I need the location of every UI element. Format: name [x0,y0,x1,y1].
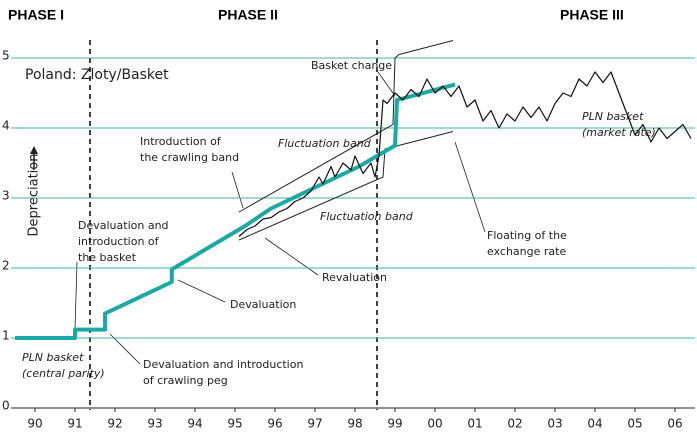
pointers [74,71,486,365]
x-tick-label: 95 [227,417,242,431]
pointer [264,237,319,276]
x-tick-label: 00 [427,417,442,431]
pointer [454,141,486,233]
y-tick-label: 4 [2,119,10,133]
annotation: Fluctuation band [320,210,414,223]
arrow-head [30,146,38,154]
annotation: (market rate) [582,126,656,139]
annotation: the basket [78,251,137,264]
y-axis-label: Depreciation [27,154,42,237]
annotation: Floating of the [487,229,567,242]
series-line [238,131,454,241]
annotation: introduction of [78,235,160,248]
pointer [74,261,78,331]
x-tick-label: 91 [67,417,82,431]
x-tick-label: 02 [507,417,522,431]
annotation: Revaluation [322,271,387,284]
x-tick-label: 93 [147,417,162,431]
pointer [109,333,141,365]
chart-title: Poland: Zloty/Basket [25,67,169,83]
x-tick-label: 05 [627,417,642,431]
y-tick-label: 5 [2,49,10,63]
annotation: Basket change [311,59,392,72]
annotation: PLN basket [582,110,644,123]
annotation: Devaluation and [78,219,169,232]
x-tick-label: 01 [467,417,482,431]
annotation: PLN basket [22,351,84,364]
y-tick-label: 3 [2,189,10,203]
y-tick-label: 2 [2,259,10,273]
annotation: Fluctuation band [278,137,372,150]
annotation: Devaluation and introduction [143,358,303,371]
annotation: exchange rate [487,245,566,258]
x-tick-label: 04 [587,417,602,431]
pointer [377,71,396,97]
x-tick-label: 94 [187,417,202,431]
x-tick-label: 96 [267,417,282,431]
phase-label: PHASE I [8,7,64,23]
series-line [238,71,692,237]
x-tick-label: 99 [387,417,402,431]
x-tick-label: 90 [27,417,42,431]
x-tick-label: 92 [107,417,122,431]
pointer [231,171,244,209]
series-line [238,40,454,213]
annotation: of crawling peg [143,374,228,387]
series-line [15,82,456,340]
y-tick-label: 0 [2,399,10,413]
y-tick-label: 1 [2,329,10,343]
x-tick-label: 97 [307,417,322,431]
x-tick-label: 06 [667,417,682,431]
phase-label: PHASE II [218,7,278,23]
phase-label: PHASE III [560,7,624,23]
annotation: the crawling band [140,151,239,164]
x-tick-label: 03 [547,417,562,431]
annotation: Devaluation [230,298,296,311]
annotation: Introduction of [140,135,222,148]
pointer [177,279,226,303]
annotation: (central parity) [22,367,105,380]
x-tick-label: 98 [347,417,362,431]
